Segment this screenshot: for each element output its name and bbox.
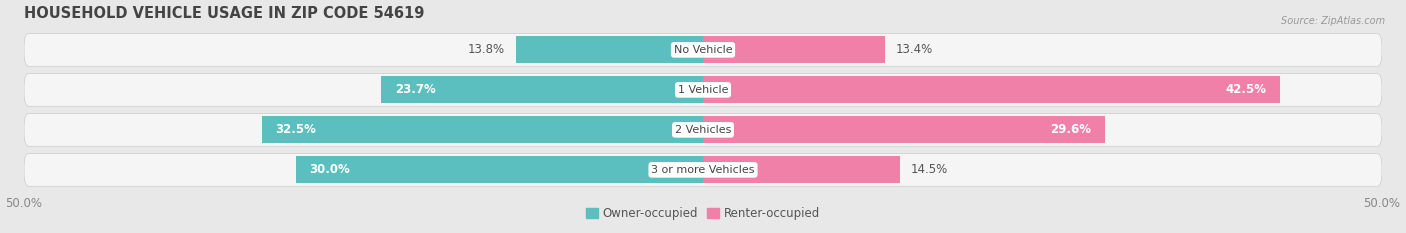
Bar [703,36,884,63]
Text: Source: ZipAtlas.com: Source: ZipAtlas.com [1281,16,1385,26]
FancyBboxPatch shape [24,154,1382,186]
Bar [381,76,703,103]
Text: 14.5%: 14.5% [911,163,948,176]
Text: 23.7%: 23.7% [395,83,436,96]
Text: No Vehicle: No Vehicle [673,45,733,55]
Bar [295,156,703,183]
Text: 13.8%: 13.8% [468,43,505,56]
Bar [262,116,703,144]
Legend: Owner-occupied, Renter-occupied: Owner-occupied, Renter-occupied [581,202,825,225]
Text: 13.4%: 13.4% [896,43,934,56]
FancyBboxPatch shape [24,73,1382,106]
Text: 42.5%: 42.5% [1226,83,1267,96]
Bar [703,116,1105,144]
Bar [703,156,900,183]
Bar [703,76,1279,103]
Text: 32.5%: 32.5% [276,123,316,136]
Text: 30.0%: 30.0% [309,163,350,176]
Text: HOUSEHOLD VEHICLE USAGE IN ZIP CODE 54619: HOUSEHOLD VEHICLE USAGE IN ZIP CODE 5461… [24,6,425,21]
Text: 2 Vehicles: 2 Vehicles [675,125,731,135]
Text: 3 or more Vehicles: 3 or more Vehicles [651,165,755,175]
FancyBboxPatch shape [24,34,1382,66]
FancyBboxPatch shape [24,113,1382,146]
Text: 29.6%: 29.6% [1050,123,1091,136]
Text: 1 Vehicle: 1 Vehicle [678,85,728,95]
Bar [516,36,703,63]
